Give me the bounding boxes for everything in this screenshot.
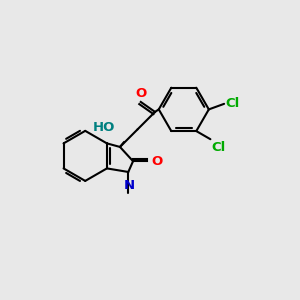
Text: Cl: Cl (212, 141, 226, 154)
Text: HO: HO (93, 121, 115, 134)
Text: Cl: Cl (226, 97, 240, 110)
Text: N: N (124, 179, 135, 192)
Text: O: O (152, 155, 163, 168)
Text: O: O (136, 87, 147, 100)
